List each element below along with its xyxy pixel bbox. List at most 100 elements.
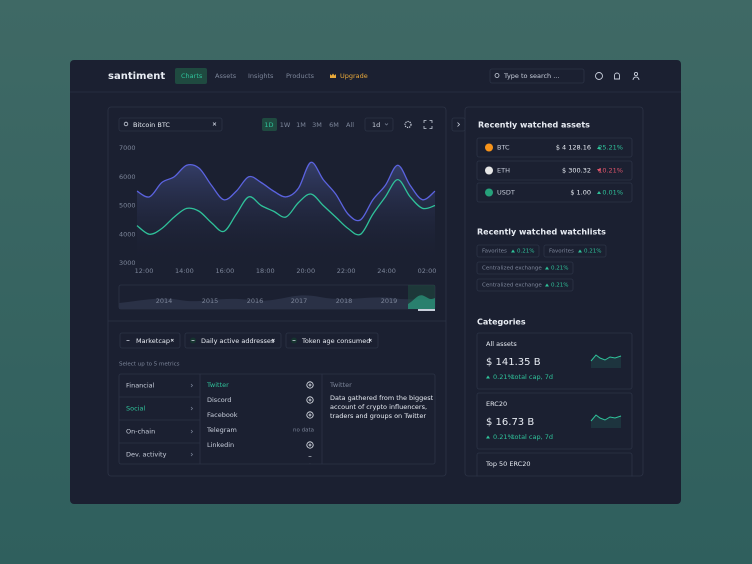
watchlist-chip[interactable] [476, 278, 574, 292]
add-plus [308, 413, 312, 417]
add-plus [308, 398, 312, 402]
metric-chip[interactable] [184, 332, 282, 349]
category-card[interactable] [476, 332, 633, 390]
detail-title: Twitter [329, 381, 352, 389]
nav-link[interactable]: Insights [248, 72, 274, 80]
series-line [136, 161, 436, 222]
watchlist-chip[interactable] [476, 261, 574, 275]
watchlist-change: 0.21% [584, 249, 601, 255]
category-card[interactable] [476, 392, 633, 450]
metric-group[interactable]: Dev. activity [126, 451, 167, 459]
section-title: Recently watched assets [478, 121, 590, 130]
logo: santiment [108, 71, 165, 82]
trend-arrow [597, 191, 601, 194]
navigator-year: 2019 [381, 297, 398, 305]
metric-chip[interactable] [119, 332, 181, 349]
range-button[interactable]: 1W [280, 121, 291, 129]
sparkline [590, 354, 622, 362]
nav-active-bg [175, 68, 207, 84]
asset-change: 0.01% [602, 189, 623, 197]
search-icon [494, 73, 500, 78]
range-button[interactable]: All [346, 121, 354, 129]
metric-item[interactable]: Twitter [206, 381, 229, 389]
add-icon[interactable] [306, 441, 314, 449]
asset-price: $ 1.00 [570, 189, 591, 197]
search-box[interactable] [489, 68, 585, 84]
watchlist-name: Favorites [549, 249, 574, 255]
metric-item[interactable]: Discord [207, 396, 231, 404]
metric-note: no data [293, 428, 314, 434]
chart-card [107, 106, 447, 477]
watchlist-chip[interactable] [543, 244, 607, 258]
asset-change: 25.21% [598, 144, 623, 152]
range-active-bg [262, 118, 277, 131]
metric-item[interactable]: Telegram [206, 426, 237, 434]
asset-icon [485, 166, 493, 175]
navigator-year: 2015 [202, 297, 219, 305]
chevron [384, 123, 389, 126]
detail-text: traders and groups on Twitter [330, 412, 426, 420]
trend-arrow [511, 249, 515, 253]
navigator-year: 2017 [291, 297, 308, 305]
card-clip [470, 476, 640, 497]
add-plus [308, 443, 312, 447]
chip-remove[interactable] [368, 338, 372, 342]
trend-arrow [597, 169, 601, 172]
chip-remove[interactable] [170, 338, 174, 342]
nav-link[interactable]: Charts [181, 72, 203, 80]
interval-select[interactable] [364, 117, 394, 132]
asset-change: 10.21% [598, 167, 623, 175]
navigator-trend [119, 295, 435, 309]
asset-row[interactable] [476, 182, 633, 203]
category-name: All assets [486, 340, 517, 348]
sparkline-fill [591, 415, 621, 428]
category-value: $ 16.73 B [486, 417, 534, 428]
metric-group[interactable]: Social [126, 405, 145, 413]
metric-group[interactable]: Financial [126, 382, 155, 390]
add-icon[interactable] [306, 381, 314, 389]
watchlist-change: 0.21% [551, 283, 568, 289]
clear-icon [212, 122, 217, 126]
add-icon[interactable] [306, 396, 314, 404]
watchlist-name: Favorites [482, 249, 507, 255]
collapse-button[interactable] [451, 117, 466, 132]
metric-chip[interactable] [285, 332, 379, 349]
help-icon[interactable] [595, 72, 603, 80]
asset-row[interactable] [476, 137, 633, 158]
settings-icon[interactable] [404, 120, 412, 129]
metric-item[interactable]: Linkedin [207, 441, 234, 449]
bell-icon[interactable] [614, 72, 620, 80]
category-name: Top 50 ERC20 [485, 460, 530, 468]
asset-icon [485, 143, 493, 152]
x-tick-label: 12:00 [135, 267, 154, 275]
metric-group[interactable]: On-chain [126, 428, 155, 436]
range-button[interactable]: 1D [264, 121, 273, 129]
asset-row[interactable] [476, 160, 633, 181]
x-tick-label: 16:00 [215, 267, 234, 275]
range-button[interactable]: 6M [329, 121, 339, 129]
nav-link[interactable]: Assets [215, 72, 237, 80]
trend-arrow [578, 249, 582, 253]
asset-search-text: Bitcoin BTC [133, 121, 170, 129]
range-button[interactable]: 1M [296, 121, 306, 129]
user-icon[interactable] [632, 72, 640, 81]
scroll-fade [201, 457, 321, 464]
range-button[interactable]: 3M [312, 121, 322, 129]
upgrade-link[interactable]: Upgrade [340, 72, 368, 80]
detail-text: Data gathered from the biggest [330, 394, 434, 402]
watchlist-chip[interactable] [476, 244, 540, 258]
chevron-right [190, 429, 193, 434]
metric-item[interactable]: Facebook [207, 411, 238, 419]
nav-link[interactable]: Products [286, 72, 315, 80]
metrics-hint: Select up to 5 metrics [119, 362, 180, 368]
navigator-year: 2018 [336, 297, 353, 305]
fullscreen-icon[interactable] [423, 120, 433, 129]
asset-price: $ 4 128.16 [556, 144, 591, 152]
asset-search[interactable] [118, 117, 223, 132]
sparkline [590, 414, 622, 422]
add-icon[interactable] [306, 411, 314, 419]
chip-remove[interactable] [271, 338, 275, 342]
watchlist-name: Centralized exchange [482, 283, 542, 289]
asset-price: $ 300.32 [562, 167, 591, 175]
